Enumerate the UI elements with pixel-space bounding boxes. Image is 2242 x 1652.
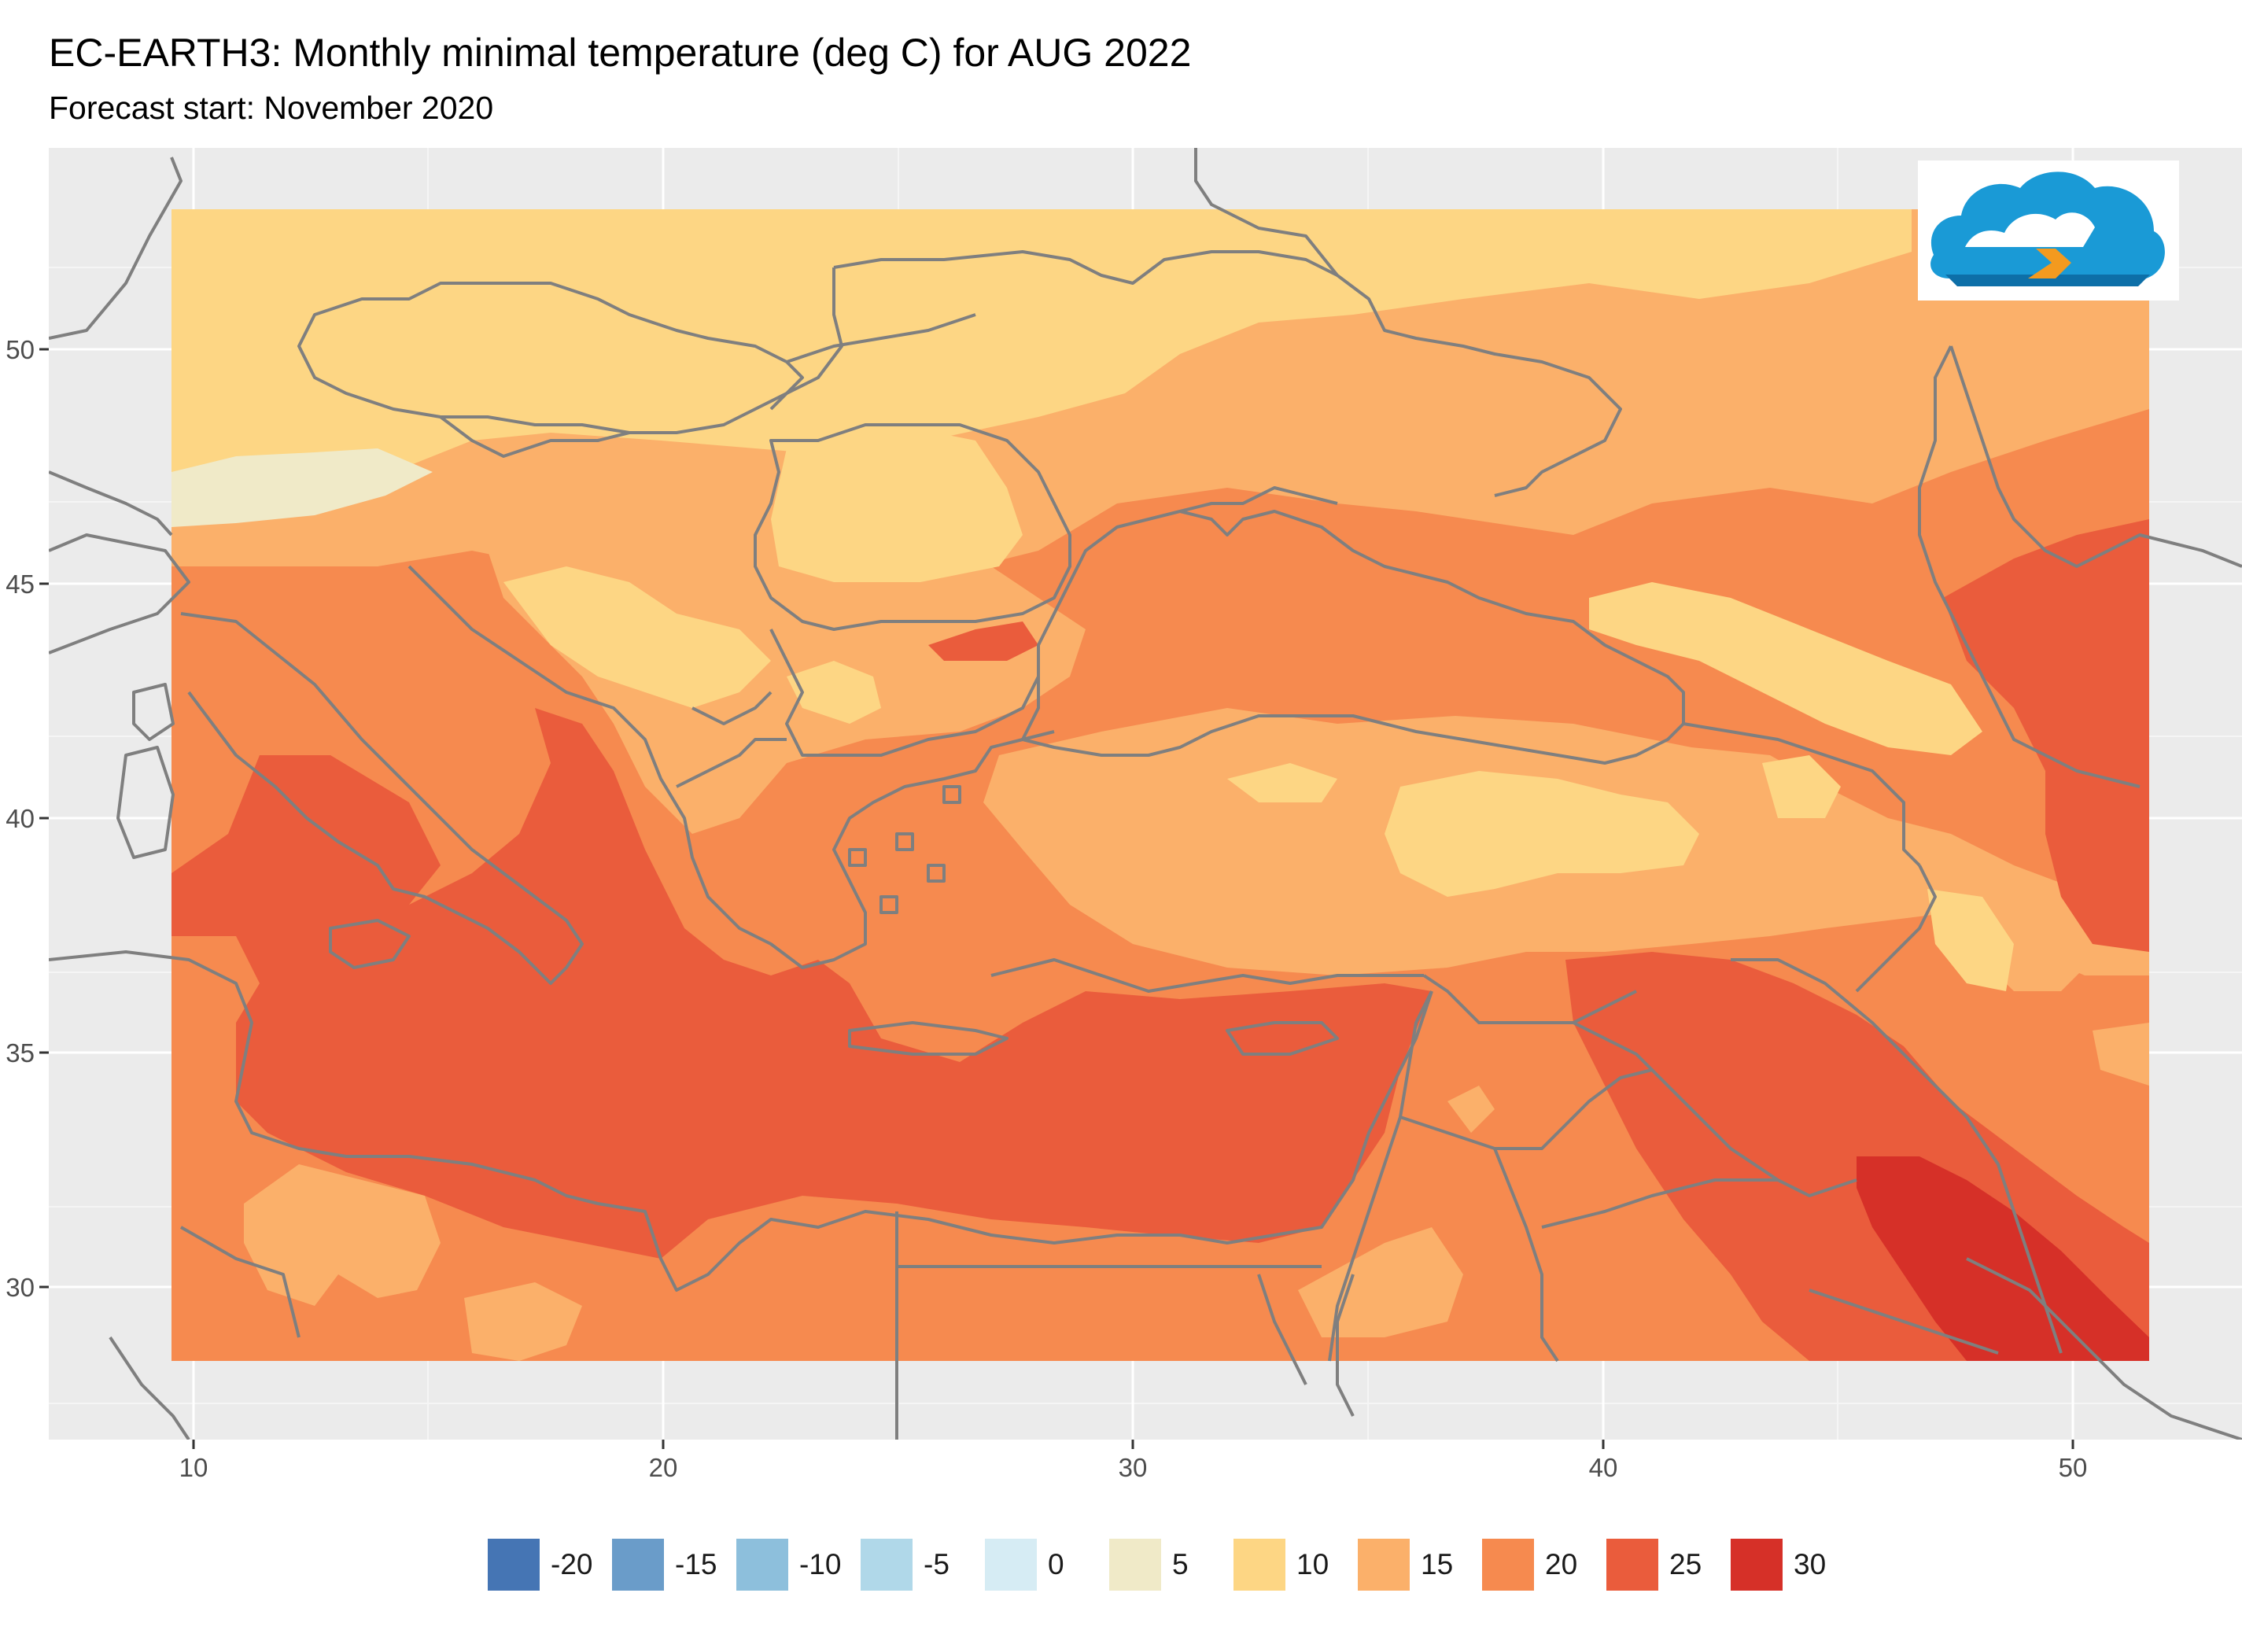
legend-item: 30 xyxy=(1729,1537,1853,1592)
legend-item: 10 xyxy=(1232,1537,1356,1592)
legend-item: -5 xyxy=(859,1537,983,1592)
legend-label: 15 xyxy=(1421,1548,1454,1580)
y-tick-label: 30 xyxy=(6,1273,35,1302)
legend-swatch xyxy=(1356,1537,1411,1592)
field-25-caspian xyxy=(1943,519,2149,952)
field-10-caucasus xyxy=(1589,582,1982,755)
chart-title: EC-EARTH3: Monthly minimal temperature (… xyxy=(49,31,1192,75)
field-15-sahara-w xyxy=(244,1164,441,1306)
legend-swatch xyxy=(1481,1537,1536,1592)
legend-swatch xyxy=(983,1537,1038,1592)
field-10-anatolia-w xyxy=(1227,763,1337,802)
legend-label: 30 xyxy=(1794,1548,1827,1580)
legend-label: 5 xyxy=(1172,1548,1189,1580)
field-10-bulgaria xyxy=(787,661,881,724)
x-axis: 10 20 30 40 50 xyxy=(179,1440,2088,1482)
legend-item: 5 xyxy=(1108,1537,1232,1592)
legend-label: -10 xyxy=(799,1548,842,1580)
legend-item: -10 xyxy=(735,1537,859,1592)
field-15-egypt xyxy=(1298,1227,1463,1337)
field-10-north xyxy=(171,209,1912,519)
legend-label: 10 xyxy=(1296,1548,1329,1580)
field-15-sinai xyxy=(1447,1086,1495,1133)
x-tick-label: 10 xyxy=(179,1453,208,1482)
x-tick-label: 40 xyxy=(1589,1453,1618,1482)
legend-item: -20 xyxy=(486,1537,610,1592)
x-tick-label: 20 xyxy=(649,1453,678,1482)
legend-swatch xyxy=(1605,1537,1660,1592)
y-tick-label: 45 xyxy=(6,570,35,599)
field-25-w-med xyxy=(171,755,441,944)
chart-subtitle: Forecast start: November 2020 xyxy=(49,90,494,126)
field-15-sahara-c xyxy=(464,1282,582,1361)
legend-label: 20 xyxy=(1545,1548,1578,1580)
legend-swatch xyxy=(1108,1537,1163,1592)
field-15-zagros xyxy=(2093,1023,2149,1086)
legend-label: -5 xyxy=(924,1548,950,1580)
field-25-med xyxy=(236,708,1432,1259)
legend-item: -15 xyxy=(610,1537,735,1592)
coastlines-borders xyxy=(49,148,2242,1440)
legend-swatch xyxy=(1729,1537,1784,1592)
field-25-levant xyxy=(928,621,1038,661)
legend-label: 0 xyxy=(1048,1548,1064,1580)
y-tick-label: 35 xyxy=(6,1038,35,1068)
legend-item: 0 xyxy=(983,1537,1108,1592)
field-30-gulf xyxy=(1857,1156,2149,1361)
y-axis: 30 35 40 45 50 xyxy=(6,335,49,1302)
legend-item: 20 xyxy=(1481,1537,1605,1592)
cloud-logo xyxy=(1918,160,2179,301)
field-10-anatolia xyxy=(1385,771,1699,897)
x-tick-label: 30 xyxy=(1119,1453,1148,1482)
y-tick-label: 40 xyxy=(6,804,35,833)
field-10-zagros xyxy=(1927,889,2014,991)
field-10-dinaric xyxy=(503,566,771,708)
field-15-balkans xyxy=(488,456,1086,834)
legend: -20 -15 -10 -5 0 5 10 15 20 25 30 xyxy=(486,1537,1853,1592)
legend-label: 25 xyxy=(1669,1548,1702,1580)
legend-swatch xyxy=(486,1537,541,1592)
legend-swatch xyxy=(735,1537,790,1592)
field-10-carpathians xyxy=(771,425,1023,582)
field-10-iran-n xyxy=(1762,755,1841,818)
legend-swatch xyxy=(1232,1537,1287,1592)
legend-item: 25 xyxy=(1605,1537,1729,1592)
y-tick-label: 50 xyxy=(6,335,35,364)
legend-label: -15 xyxy=(675,1548,717,1580)
x-tick-label: 50 xyxy=(2059,1453,2088,1482)
temperature-field xyxy=(171,209,2149,1361)
legend-label: -20 xyxy=(551,1548,593,1580)
field-5-alps xyxy=(171,448,433,527)
legend-swatch xyxy=(859,1537,914,1592)
legend-swatch xyxy=(610,1537,666,1592)
legend-item: 15 xyxy=(1356,1537,1481,1592)
